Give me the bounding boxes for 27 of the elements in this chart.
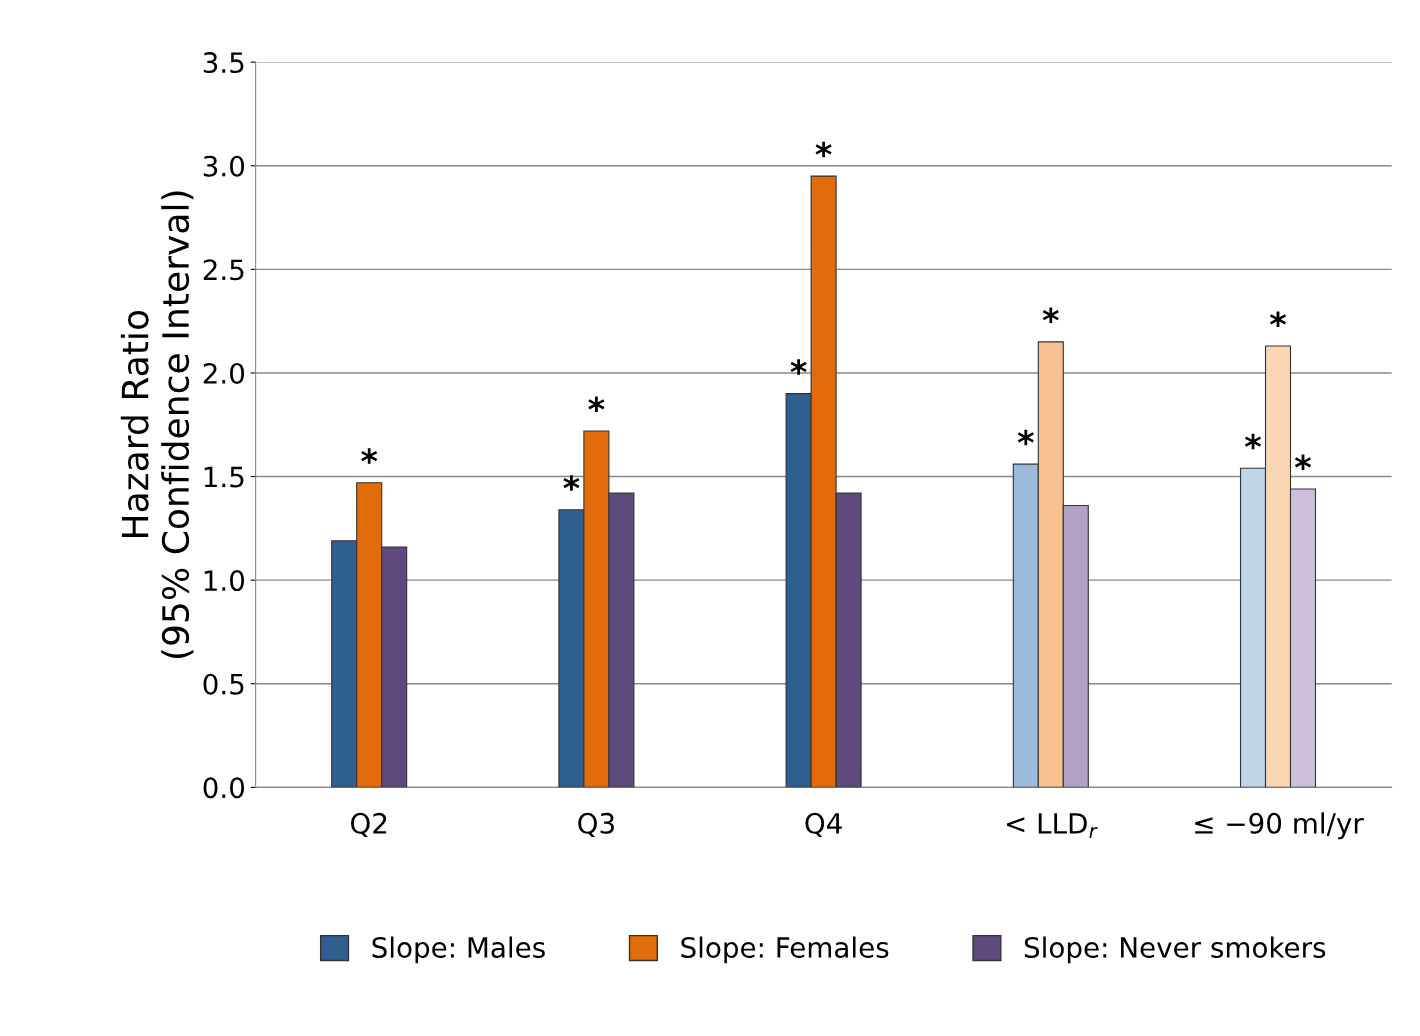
legend-label: Slope: Never smokers	[1024, 936, 1326, 964]
y-tick-label: 0.5	[203, 673, 244, 695]
y-tick-label: 2.5	[203, 259, 244, 281]
x-tick-label: Q4	[805, 812, 842, 838]
y-tick-label: 3.0	[203, 155, 245, 177]
y-tick-label: 3.5	[203, 52, 244, 74]
data-label: *	[1269, 311, 1287, 328]
y-axis-title: Hazard Ratio (95% Confidence Interval)	[120, 191, 194, 659]
y-tick-label: 1.5	[204, 466, 244, 488]
data-label: *	[1244, 433, 1262, 450]
legend-label: Slope: Females	[681, 936, 889, 964]
data-label: *	[1294, 454, 1312, 471]
data-label: *	[361, 448, 378, 464]
data-label: *	[563, 475, 580, 491]
legend-label: Slope: Males	[372, 936, 545, 964]
data-label: *	[815, 141, 832, 158]
y-tick-label: 0.0	[203, 777, 245, 799]
data-label: *	[1042, 307, 1059, 323]
data-label: *	[790, 359, 807, 375]
x-tick-label: < LLD$_{r}$	[1006, 813, 1098, 838]
x-tick-label: Q3	[578, 812, 614, 838]
x-tick-label: Q2	[350, 812, 387, 838]
y-tick-label: 2.0	[203, 362, 245, 384]
y-tick-label: 1.0	[204, 570, 245, 592]
data-label: *	[1017, 429, 1034, 446]
x-tick-label: ≤ −90 ml/yr	[1195, 812, 1364, 840]
data-label: *	[588, 396, 605, 413]
